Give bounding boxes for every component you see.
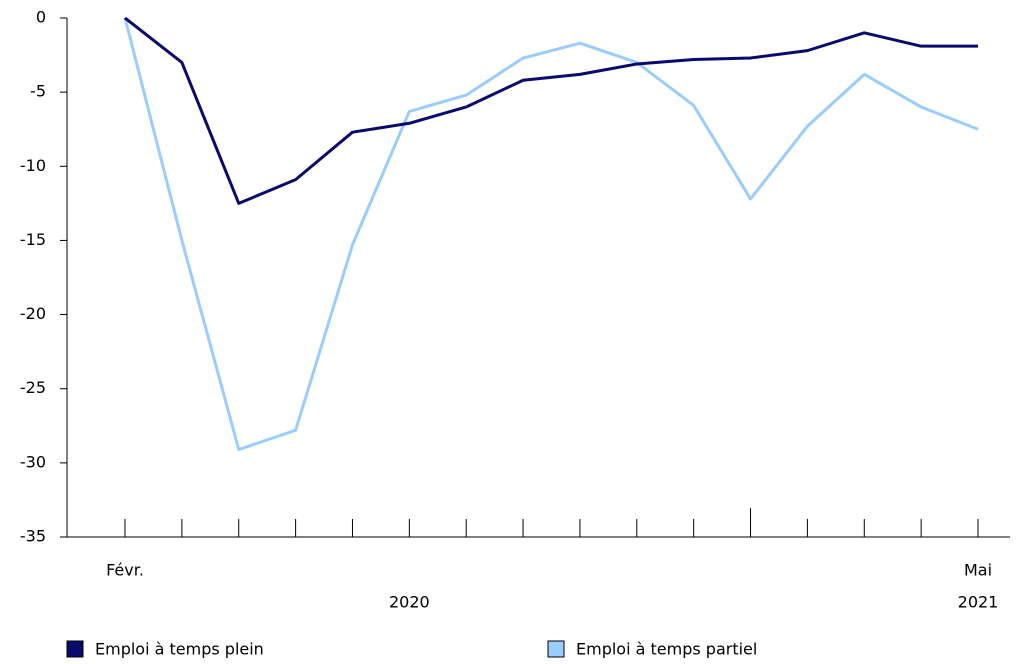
legend-swatch	[547, 640, 565, 658]
legend-swatch	[66, 640, 84, 658]
y-tick-label: -35	[20, 527, 46, 546]
y-tick-label: -25	[20, 378, 46, 397]
y-tick-label: -5	[30, 82, 46, 101]
x-tick-label: Mai	[964, 561, 992, 580]
y-tick-label: -30	[20, 452, 46, 471]
y-tick-label: -20	[20, 304, 46, 323]
year-label: 2020	[389, 593, 430, 612]
legend-label: Emploi à temps partiel	[576, 640, 757, 659]
x-tick-label: Févr.	[106, 561, 144, 580]
y-tick-label: -15	[20, 230, 46, 249]
y-tick-label: -10	[20, 156, 46, 175]
series-line	[123, 17, 979, 452]
year-label: 2021	[958, 593, 999, 612]
y-tick-label: 0	[36, 8, 46, 27]
series-line	[124, 16, 978, 205]
legend-label: Emploi à temps plein	[95, 640, 264, 659]
